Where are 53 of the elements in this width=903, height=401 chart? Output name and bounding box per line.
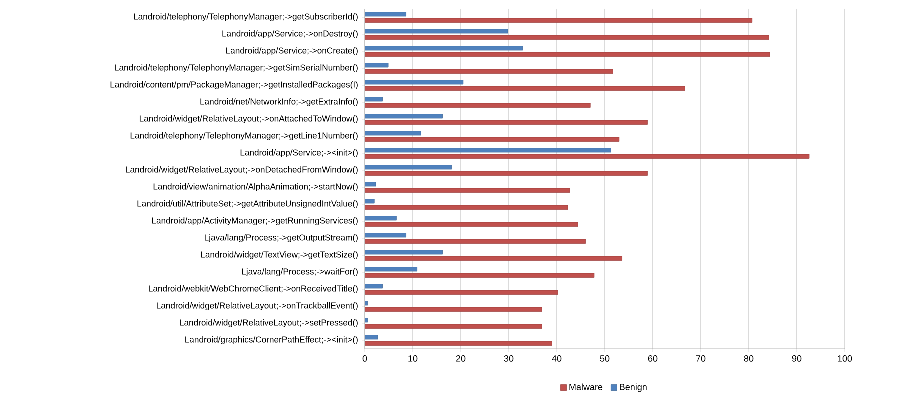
y-tick-label: Ljava/lang/Process;->getOutputStream() (205, 234, 358, 243)
bar (365, 341, 552, 346)
bar (365, 239, 586, 244)
y-tick-label: Landroid/telephony/TelephonyManager;->getLine1Number() (130, 132, 358, 141)
bar (365, 103, 591, 108)
y-tick-label: Landroid/widget/RelativeLayout;->onDetachedFromWindow() (126, 166, 358, 175)
y-tick-label: Landroid/app/ActivityManager;->getRunningServices() (152, 217, 358, 226)
x-tick-label: 100 (838, 356, 852, 362)
x-tick-label: 60 (648, 356, 658, 362)
legend-label: Benign (620, 384, 647, 392)
x-tick-label: 10 (408, 356, 418, 362)
y-tick-label: Landroid/graphics/CornerPathEffect;-><init>() (186, 336, 358, 345)
y-tick-label: Landroid/webkit/WebChromeClient;->onReceivedTitle() (149, 285, 358, 294)
y-tick-label: Landroid/content/pm/PackageManager;->getInstalledPackages(I) (110, 81, 358, 90)
bar (365, 205, 568, 210)
legend-label: Malware (570, 384, 603, 390)
x-tick-label: 70 (696, 356, 706, 362)
bar (365, 307, 542, 312)
bar (365, 256, 622, 261)
y-tick-label: Landroid/net/NetworkInfo;->getExtraInfo() (200, 98, 358, 107)
bar (365, 290, 558, 295)
bar (365, 324, 542, 329)
x-tick-label: 90 (792, 356, 802, 362)
x-tick-label: 50 (600, 356, 610, 362)
y-tick-label: Landroid/telephony/TelephonyManager;->getSubscriberId() (134, 13, 358, 22)
bar (365, 69, 614, 74)
x-tick-label: 20 (456, 356, 466, 362)
bar (365, 171, 648, 176)
bar (365, 222, 578, 227)
y-tick-label: Landroid/app/Service;-><init>() (240, 149, 358, 158)
x-tick-label: 0 (362, 356, 368, 362)
y-tick-label: Landroid/widget/RelativeLayout;->onAttachedToWindow() (140, 115, 358, 124)
x-tick-label: 40 (552, 356, 562, 362)
y-tick-label: Ljava/lang/Process;->waitFor() (242, 268, 358, 277)
bar (365, 188, 570, 193)
bar (365, 52, 770, 57)
y-tick-label: Landroid/widget/TextView;->getTextSize() (201, 251, 358, 260)
bar (365, 273, 595, 278)
x-tick-label: 80 (744, 356, 754, 362)
bar (365, 137, 620, 142)
y-tick-label: Landroid/app/Service;->onCreate() (226, 47, 358, 56)
y-tick-label: Landroid/view/animation/AlphaAnimation;->startNow() (154, 183, 358, 192)
bar (365, 18, 753, 23)
x-tick-label: 30 (504, 356, 514, 362)
y-tick-label: Landroid/widget/RelativeLayout;->onTrackballEvent() (157, 302, 358, 311)
bar (365, 35, 770, 40)
y-tick-label: Landroid/telephony/TelephonyManager;->getSimSerialNumber() (115, 64, 358, 73)
bar (365, 86, 686, 91)
y-tick-label: Landroid/util/AttributeSet;->getAttributeUnsignedIntValue() (138, 200, 358, 209)
y-tick-label: Landroid/app/Service;->onDestroy() (222, 30, 358, 39)
bar (365, 120, 648, 125)
y-tick-label: Landroid/widget/RelativeLayout;->setPressed() (180, 319, 358, 328)
bar (365, 154, 810, 159)
